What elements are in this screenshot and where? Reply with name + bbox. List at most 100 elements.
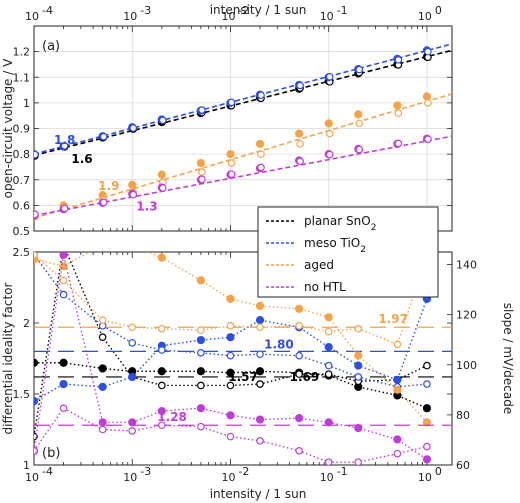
data-point-open	[197, 326, 205, 334]
y2-axis-label: slope / mV/decade	[501, 303, 515, 415]
data-point-open	[325, 72, 334, 81]
data-point-open	[256, 350, 264, 359]
data-point-open	[423, 380, 431, 388]
data-point-filled	[324, 343, 333, 352]
data-point-open	[59, 404, 68, 413]
data-point-open	[324, 370, 333, 378]
legend-label: aged	[304, 258, 334, 272]
data-point-open	[393, 340, 402, 349]
data-point-open	[257, 91, 265, 99]
data-point-filled	[393, 375, 402, 384]
data-point-open	[226, 322, 235, 330]
data-point-open	[129, 124, 138, 132]
panel-label: (a)	[42, 39, 60, 54]
data-point-filled	[393, 101, 402, 110]
data-point-filled	[196, 335, 205, 345]
data-point-open	[355, 145, 364, 154]
x-tick-label: 10	[320, 471, 334, 484]
x-tick-label: 10	[221, 10, 235, 23]
data-point-open	[227, 159, 236, 167]
data-point-open	[296, 140, 304, 148]
x-tick-exponent: -1	[337, 4, 348, 17]
data-point-filled	[422, 404, 432, 413]
x-tick-exponent: 0	[435, 465, 442, 478]
data-point-filled	[98, 382, 107, 391]
data-point-open	[59, 290, 68, 299]
data-point-filled	[59, 358, 68, 367]
data-point-open	[296, 81, 304, 90]
y-tick-label: 1	[23, 97, 30, 110]
data-point-filled	[255, 301, 265, 311]
data-point-filled	[255, 316, 265, 325]
data-point-filled	[354, 351, 363, 360]
data-point-open	[295, 370, 303, 378]
x-tick-label: 10	[25, 471, 39, 484]
data-point-open	[34, 447, 38, 455]
x-tick-label: 10	[418, 471, 432, 484]
legend-box	[257, 206, 439, 298]
fit-line-no HTL	[34, 135, 452, 217]
data-point-filled	[226, 150, 235, 159]
y-tick-label: 1.5	[13, 388, 31, 401]
data-point-filled	[324, 313, 333, 322]
data-point-open	[393, 449, 402, 458]
data-point-open	[99, 132, 108, 141]
x-tick-exponent: -1	[337, 465, 348, 478]
annotation-label: 1.69	[290, 370, 320, 384]
data-point-filled	[196, 158, 205, 168]
data-point-filled	[99, 241, 106, 248]
data-point-filled	[157, 406, 166, 416]
data-point-open	[98, 425, 107, 434]
data-point-open	[227, 98, 236, 107]
data-point-open	[198, 106, 206, 114]
data-point-filled	[354, 110, 363, 119]
x-tick-exponent: -4	[42, 4, 53, 17]
data-point-open	[394, 109, 403, 117]
data-point-filled	[226, 294, 235, 303]
data-point-open	[158, 324, 166, 333]
data-point-open	[324, 327, 333, 336]
plot-frame	[33, 251, 453, 466]
data-point-filled	[196, 367, 205, 376]
data-point-open	[226, 381, 235, 390]
plot-area	[34, 43, 452, 221]
data-point-open	[257, 150, 265, 158]
data-point-filled	[255, 367, 265, 376]
x-tick-exponent: -3	[140, 465, 151, 478]
data-point-open	[129, 190, 138, 199]
data-point-open	[295, 446, 303, 455]
annotation-label: 1.8	[54, 133, 75, 147]
data-point-filled	[255, 139, 265, 148]
y2-tick-label: 80	[456, 409, 470, 422]
data-point-filled	[295, 304, 304, 313]
data-point-open	[60, 142, 69, 150]
top-x-axis-label: intensity / 1 sun	[210, 3, 307, 17]
data-point-open	[128, 323, 137, 332]
x-tick-label: 10	[123, 471, 137, 484]
x-tick-exponent: -2	[238, 4, 249, 17]
data-point-open	[424, 135, 432, 144]
x-tick-label: 10	[320, 10, 334, 23]
panel-a: 10 -4 10 -3 10 -2 10 -1 10 00.50.60.70.80.911.11.…	[1, 4, 453, 238]
data-point-filled	[324, 418, 333, 427]
data-point-open	[424, 99, 432, 107]
data-point-filled	[196, 276, 205, 285]
annotation-label: 1.9	[98, 179, 119, 193]
data-point-open	[227, 170, 236, 178]
data-point-open	[197, 381, 205, 390]
data-point-filled	[226, 411, 235, 420]
panel-label: (b)	[42, 446, 60, 461]
y2-tick-label: 100	[456, 359, 477, 372]
annotation-label: 1.97	[378, 312, 408, 326]
y-axis-label: differential ideality factor	[1, 282, 15, 434]
data-point-open	[354, 373, 363, 381]
data-point-open	[159, 184, 167, 192]
data-point-open	[256, 323, 264, 332]
data-point-filled	[295, 414, 304, 423]
y-tick-label: 0.6	[13, 199, 31, 212]
data-point-open	[354, 324, 363, 333]
data-point-filled	[98, 364, 107, 373]
y2-tick-label: 140	[456, 259, 477, 272]
data-point-filled	[34, 397, 39, 406]
data-point-filled	[393, 385, 402, 394]
